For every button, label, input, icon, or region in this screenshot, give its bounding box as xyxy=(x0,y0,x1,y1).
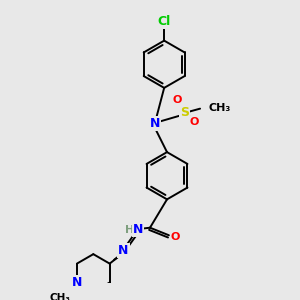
Text: CH₃: CH₃ xyxy=(50,292,70,300)
Text: CH₃: CH₃ xyxy=(208,103,231,113)
Text: N: N xyxy=(149,117,160,130)
Text: N: N xyxy=(118,244,129,257)
Text: N: N xyxy=(133,223,143,236)
Text: N: N xyxy=(72,276,82,289)
Text: Cl: Cl xyxy=(158,15,171,28)
Text: O: O xyxy=(190,117,199,127)
Text: O: O xyxy=(173,95,182,105)
Text: H: H xyxy=(124,225,134,235)
Text: O: O xyxy=(171,232,180,242)
Text: S: S xyxy=(181,106,190,119)
